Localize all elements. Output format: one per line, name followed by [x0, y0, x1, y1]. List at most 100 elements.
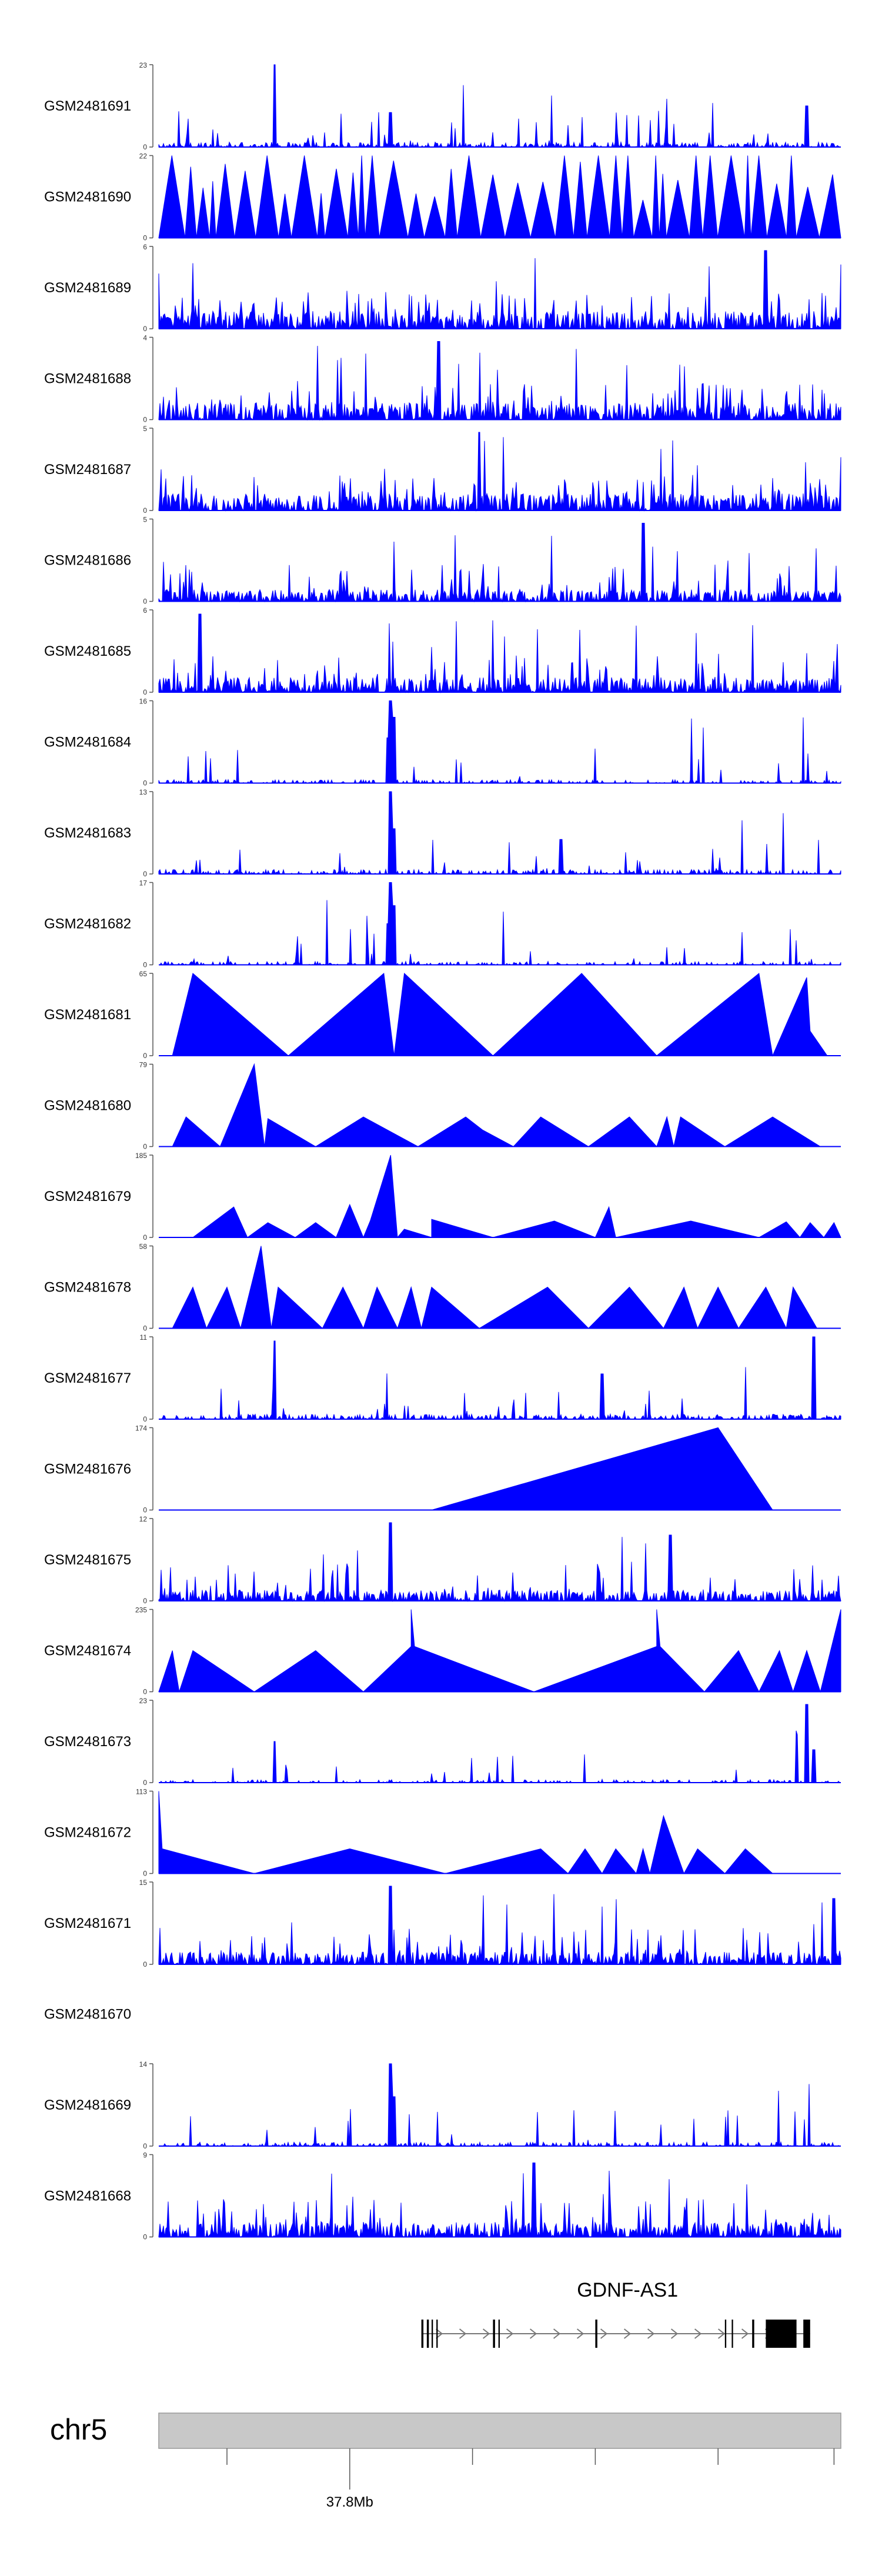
signal-area	[158, 1609, 841, 1693]
y-max-label: 65	[139, 970, 148, 978]
y-max-label: 16	[139, 698, 148, 706]
track-label: GSM2481689	[44, 280, 131, 296]
signal-area	[158, 1522, 841, 1602]
gene-exon	[724, 2320, 727, 2348]
track-GSM2481691: GSM2481691 23 0	[44, 61, 841, 151]
y-min-label: 0	[143, 961, 147, 969]
track-GSM2481688: GSM2481688 4 0	[44, 334, 841, 424]
signal-area	[159, 1154, 841, 1239]
track-GSM2481677: GSM2481677 11 0	[44, 1333, 841, 1423]
y-min-label: 0	[143, 234, 147, 242]
signal-area	[158, 700, 841, 785]
track-label: GSM2481677	[44, 1370, 131, 1386]
track-GSM2481668: GSM2481668 9 0	[44, 2151, 841, 2241]
signal-area	[158, 155, 841, 238]
y-max-label: 6	[143, 606, 147, 615]
gene-exon	[752, 2320, 754, 2348]
y-min-label: 0	[143, 1324, 147, 1333]
signal-area	[158, 613, 841, 693]
y-max-label: 22	[139, 152, 148, 161]
signal-area	[158, 64, 841, 148]
track-label: GSM2481675	[44, 1552, 131, 1568]
gene-exon	[493, 2320, 495, 2348]
y-min-label: 0	[143, 1597, 147, 1605]
y-min-label: 0	[143, 870, 147, 878]
track-label: GSM2481688	[44, 371, 131, 387]
y-max-label: 174	[135, 1424, 147, 1433]
signal-tracks: GSM2481691230GSM2481690220GSM248168960GS…	[44, 61, 841, 2241]
track-label: GSM2481685	[44, 643, 131, 659]
gene-label: GDNF-AS1	[577, 2279, 678, 2301]
y-min-label: 0	[143, 1233, 147, 1242]
strand-arrow	[694, 2328, 702, 2339]
strand-arrow	[741, 2328, 749, 2339]
strand-arrow	[529, 2328, 537, 2339]
track-GSM2481681: GSM2481681 65 0	[44, 970, 841, 1060]
strand-arrow	[482, 2328, 490, 2339]
track-label: GSM2481687	[44, 462, 131, 478]
track-label: GSM2481674	[44, 1643, 131, 1659]
track-GSM2481670: GSM2481670	[44, 2007, 131, 2023]
y-max-label: 23	[139, 61, 148, 69]
signal-area	[158, 1791, 841, 1874]
y-max-label: 185	[135, 1152, 147, 1160]
y-min-label: 0	[143, 598, 147, 606]
strand-arrow	[670, 2328, 679, 2339]
gene-exon	[498, 2320, 500, 2348]
y-min-label: 0	[143, 2233, 147, 2241]
track-label: GSM2481668	[44, 2188, 131, 2204]
y-max-label: 9	[143, 2151, 147, 2160]
track-GSM2481686: GSM2481686 5 0	[44, 516, 841, 606]
track-label: GSM2481682	[44, 916, 131, 932]
track-label: GSM2481676	[44, 1461, 131, 1477]
signal-area	[159, 2063, 841, 2147]
track-label: GSM2481684	[44, 735, 131, 750]
signal-area	[159, 882, 841, 966]
y-max-label: 235	[135, 1606, 147, 1614]
signal-area	[159, 972, 841, 1057]
track-label: GSM2481680	[44, 1098, 131, 1114]
y-min-label: 0	[143, 1870, 147, 1878]
track-label: GSM2481673	[44, 1734, 131, 1750]
signal-area	[158, 791, 841, 875]
chromosome-label: chr5	[50, 2413, 107, 2446]
y-min-label: 0	[143, 1778, 147, 1787]
gene-exon	[803, 2320, 810, 2348]
y-min-label: 0	[143, 1415, 147, 1423]
y-min-label: 0	[143, 416, 147, 424]
gene-exon	[595, 2320, 597, 2348]
gene-exon	[421, 2320, 424, 2348]
track-label: GSM2481686	[44, 553, 131, 569]
signal-area	[158, 523, 841, 603]
gene-exon	[766, 2320, 797, 2348]
y-max-label: 13	[139, 788, 148, 796]
y-min-label: 0	[143, 1143, 147, 1151]
track-GSM2481683: GSM2481683 13 0	[44, 788, 841, 878]
y-max-label: 23	[139, 1697, 148, 1705]
chromosome-ideogram	[158, 2413, 841, 2449]
track-GSM2481682: GSM2481682 17 0	[44, 879, 841, 969]
track-label: GSM2481671	[44, 1916, 131, 1931]
strand-arrow	[459, 2328, 467, 2339]
track-GSM2481674: GSM2481674 235 0	[44, 1606, 841, 1696]
track-GSM2481669: GSM2481669 14 0	[44, 2060, 841, 2150]
track-label: GSM2481691	[44, 98, 131, 114]
track-GSM2481680: GSM2481680 79 0	[44, 1061, 841, 1151]
y-max-label: 6	[143, 243, 147, 251]
signal-area	[159, 1427, 841, 1510]
track-GSM2481678: GSM2481678 58 0	[44, 1243, 841, 1333]
y-min-label: 0	[143, 1052, 147, 1060]
strand-arrow	[647, 2328, 655, 2339]
track-GSM2481685: GSM2481685 6 0	[44, 606, 841, 696]
strand-arrow	[717, 2328, 726, 2339]
strand-arrow	[435, 2328, 443, 2339]
x-tick-label: 37.8Mb	[326, 2494, 373, 2510]
y-max-label: 5	[143, 516, 147, 524]
signal-area	[158, 432, 841, 512]
y-max-label: 17	[139, 879, 148, 887]
gene-exon	[432, 2320, 433, 2348]
track-GSM2481689: GSM2481689 6 0	[44, 243, 841, 333]
gene-exon	[436, 2320, 438, 2348]
signal-area	[159, 1704, 841, 1784]
gene-exon	[426, 2320, 429, 2348]
